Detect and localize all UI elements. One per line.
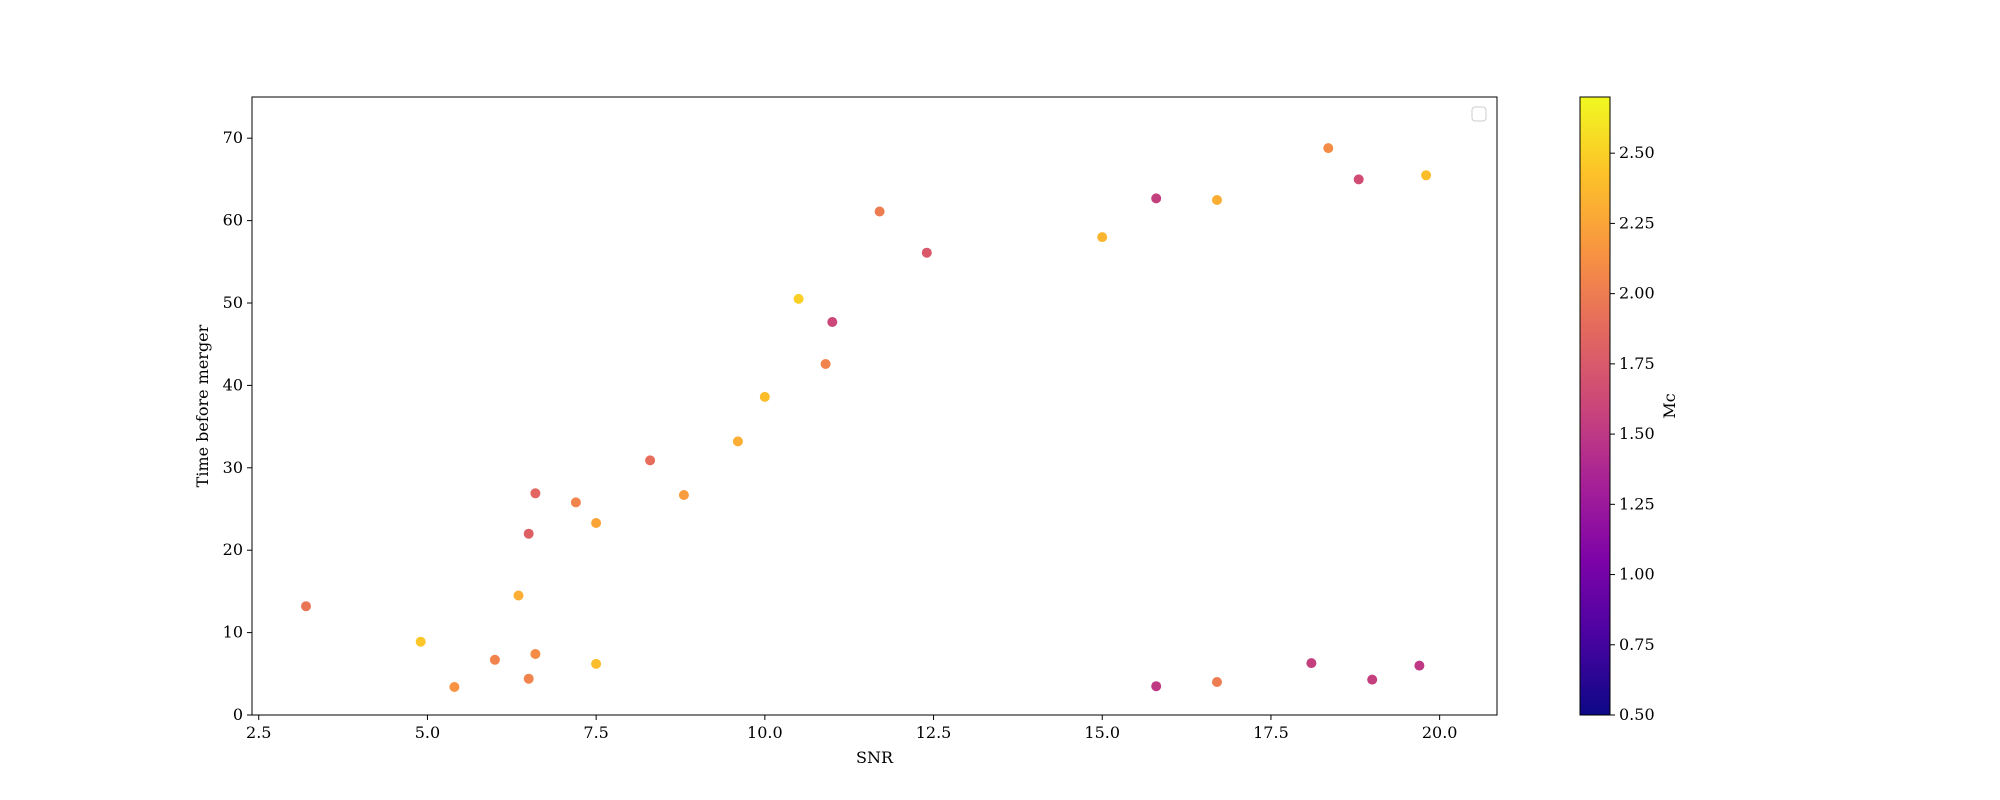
x-tick-label: 17.5 <box>1253 723 1289 742</box>
scatter-point <box>1323 143 1334 154</box>
scatter-point <box>449 682 460 692</box>
colorbar-tick-label: 2.00 <box>1619 284 1655 303</box>
colorbar-tick-label: 1.50 <box>1619 424 1655 443</box>
scatter-point <box>1151 193 1162 204</box>
scatter-point <box>570 497 581 508</box>
colorbar-tick-label: 0.50 <box>1619 705 1655 724</box>
y-tick-label: 70 <box>223 128 243 147</box>
scatter-point <box>591 518 602 528</box>
y-tick-label: 50 <box>223 293 243 312</box>
scatter-point <box>530 488 541 499</box>
x-tick-label: 15.0 <box>1084 723 1120 742</box>
scatter-point <box>732 436 743 447</box>
scatter-point <box>827 317 838 327</box>
legend-box <box>1471 106 1487 122</box>
scatter-point <box>645 455 656 466</box>
colorbar-ticks: 0.50 0.75 1.00 1.25 1.50 1.75 2.00 2.25 2.50 <box>1610 143 1655 724</box>
y-tick-label: 20 <box>223 540 243 559</box>
scatter-point <box>1212 195 1222 205</box>
scatter-point <box>591 658 602 669</box>
scatter-point <box>415 636 426 647</box>
scatter-point <box>759 391 770 402</box>
scatter-point <box>1367 674 1378 685</box>
scatter-point <box>523 528 534 539</box>
x-tick-label: 5.0 <box>415 723 440 742</box>
y-tick-label: 0 <box>233 705 243 724</box>
scatter-point <box>820 359 831 369</box>
scatter-point <box>1151 681 1162 692</box>
colorbar-tick-label: 0.75 <box>1619 635 1655 654</box>
scatter-point <box>530 649 541 659</box>
scatter-point <box>489 654 500 665</box>
x-tick-label: 20.0 <box>1422 723 1458 742</box>
scatter-point <box>678 490 689 500</box>
colorbar-tick-label: 1.00 <box>1619 565 1655 584</box>
colorbar-tick-label: 2.50 <box>1619 143 1655 162</box>
scatter-point <box>513 590 524 601</box>
y-axis: 0 10 20 30 40 50 60 70 <box>223 128 252 724</box>
colorbar-tick-label: 1.25 <box>1619 494 1655 513</box>
scatter-point <box>793 293 804 304</box>
scatter-point <box>874 206 885 217</box>
y-tick-label: 10 <box>223 623 243 642</box>
scatter-point <box>1421 170 1432 181</box>
y-axis-label: Time before merger <box>193 324 212 487</box>
y-tick-label: 30 <box>223 458 243 477</box>
colorbar-label: Mc <box>1660 393 1679 418</box>
scatter-point <box>1212 677 1222 687</box>
x-tick-label: 2.5 <box>246 723 271 742</box>
colorbar <box>1579 96 1611 716</box>
plot-area <box>251 96 1498 716</box>
scatter-point <box>301 601 311 612</box>
y-tick-label: 40 <box>223 375 243 394</box>
y-tick-label: 60 <box>223 211 243 230</box>
x-axis: 2.5 5.0 7.5 10.0 12.5 15.0 17.5 20.0 <box>246 715 1457 742</box>
scatter-point <box>1097 232 1108 243</box>
scatter-point <box>1306 658 1317 669</box>
x-tick-label: 7.5 <box>583 723 608 742</box>
colorbar-tick-label: 2.25 <box>1619 213 1655 232</box>
scatter-point <box>1353 174 1364 185</box>
colorbar-tick-label: 1.75 <box>1619 354 1655 373</box>
scatter-point <box>921 247 932 258</box>
x-tick-label: 10.0 <box>747 723 783 742</box>
scatter-point <box>1414 660 1425 671</box>
x-tick-label: 12.5 <box>916 723 952 742</box>
x-axis-label: SNR <box>856 748 894 767</box>
scatter-points <box>301 143 1432 692</box>
scatter-point <box>523 673 534 684</box>
